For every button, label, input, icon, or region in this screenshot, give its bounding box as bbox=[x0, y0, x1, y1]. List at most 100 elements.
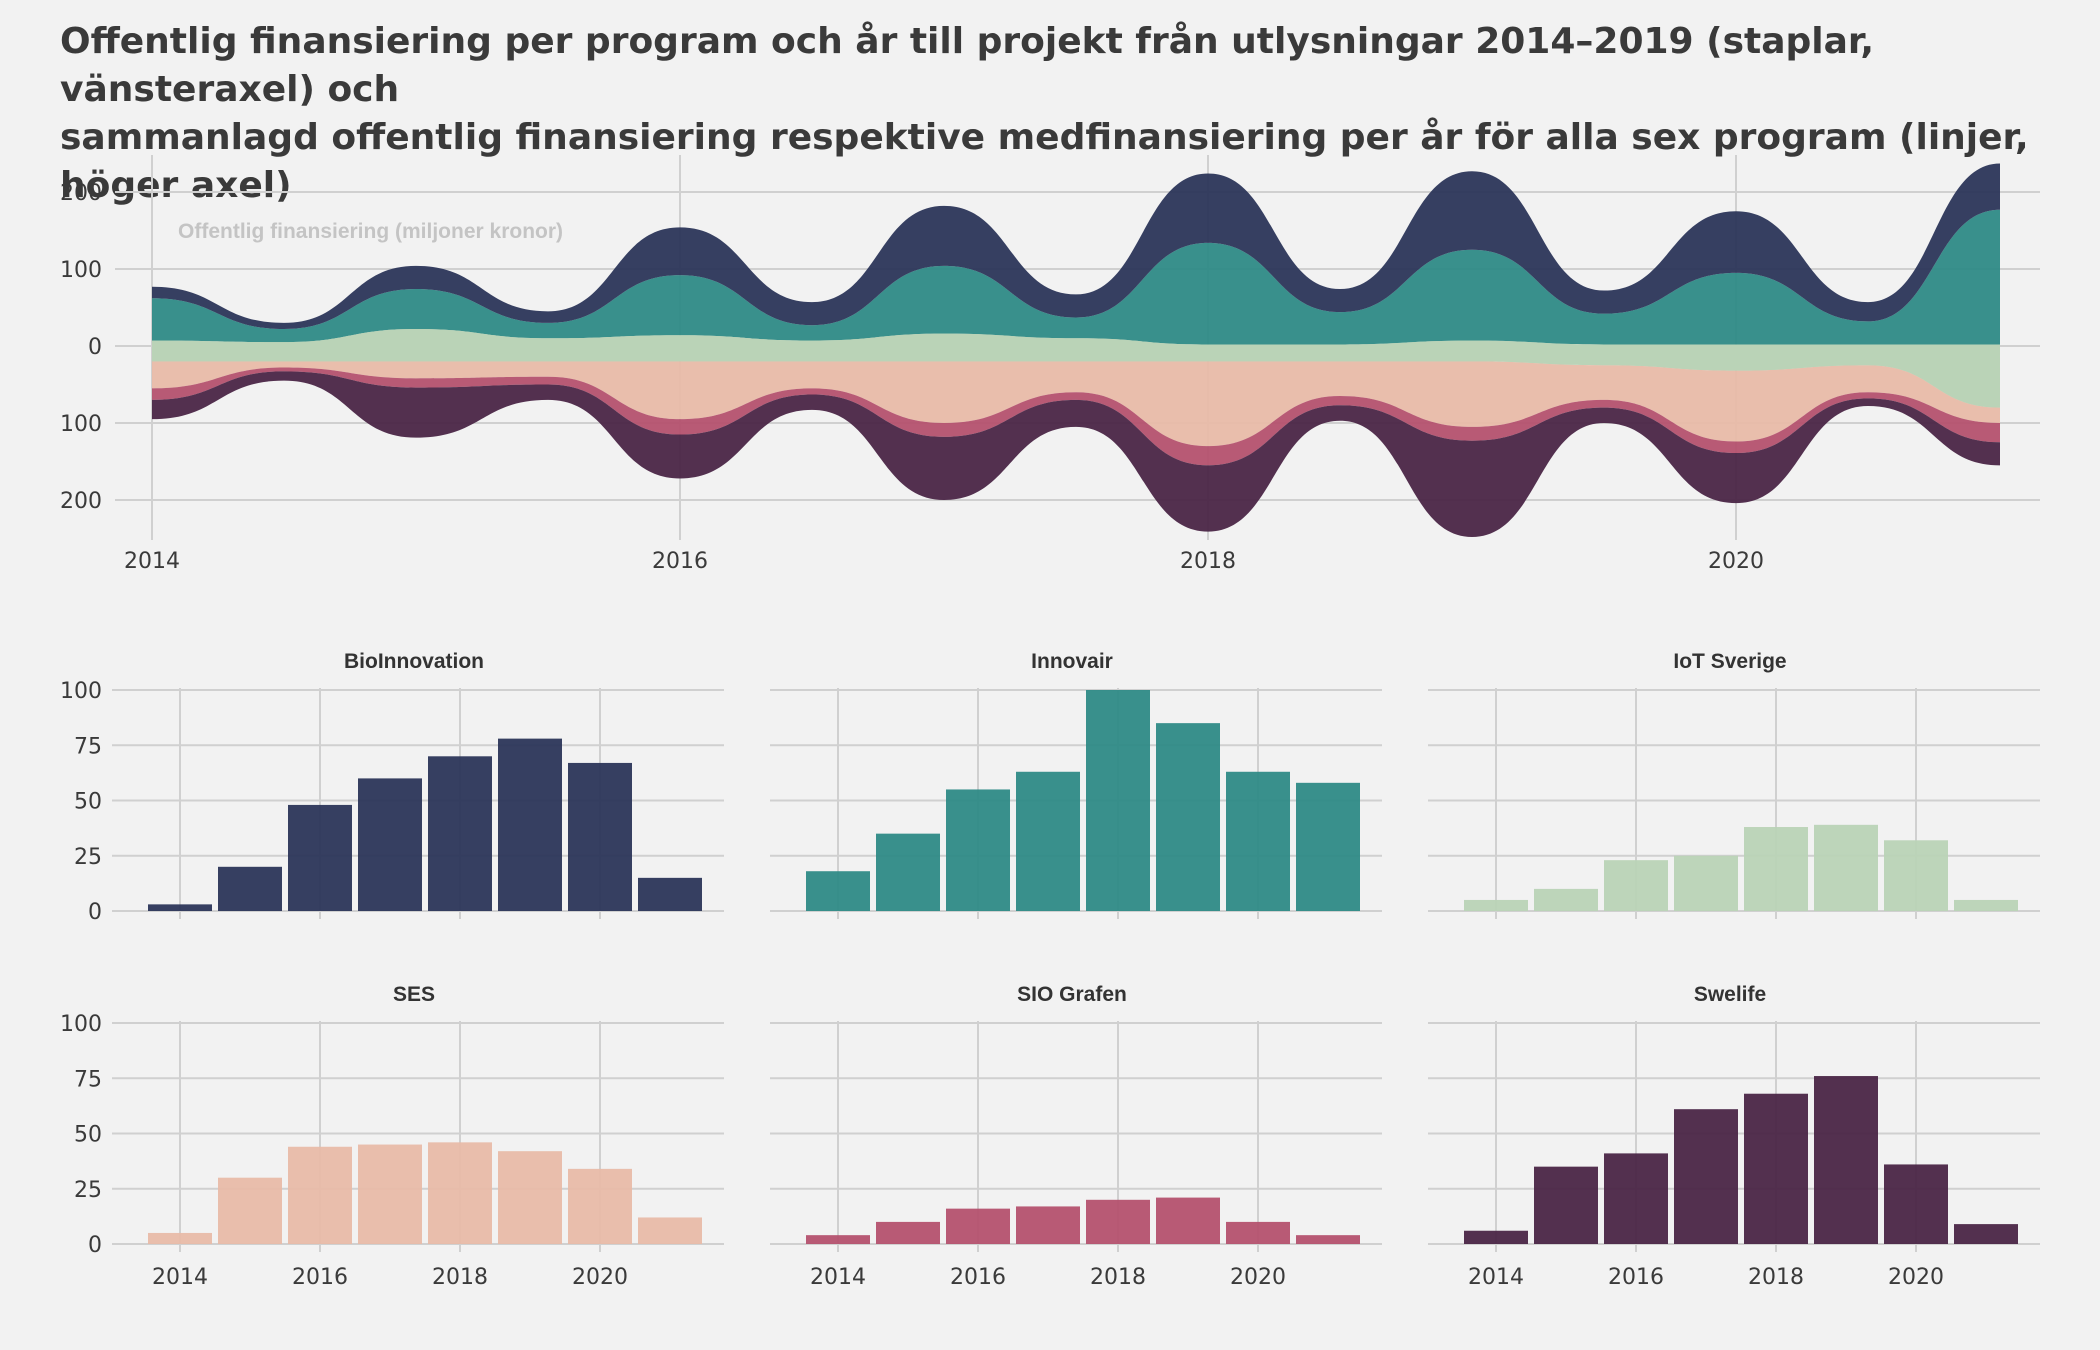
bar bbox=[1744, 827, 1808, 911]
bar-y-tick-label: 25 bbox=[74, 845, 102, 870]
bar-y-tick-label: 100 bbox=[60, 1012, 102, 1037]
stream-x-tick-label: 2018 bbox=[1180, 549, 1236, 574]
bar-y-tick-label: 75 bbox=[74, 734, 102, 759]
bar-x-tick-label: 2014 bbox=[810, 1265, 866, 1290]
bar-panel-title: Innovair bbox=[1031, 650, 1113, 673]
bar bbox=[1604, 860, 1668, 911]
bar bbox=[1744, 1093, 1808, 1244]
bar bbox=[1226, 1221, 1290, 1244]
bar bbox=[1464, 1230, 1528, 1244]
chart-title-line-1: Offentlig finansiering per program och å… bbox=[60, 21, 1875, 110]
bar bbox=[358, 778, 422, 911]
bar bbox=[806, 1235, 870, 1244]
stream-y-tick-label: 100 bbox=[60, 412, 102, 437]
bar-x-tick-label: 2018 bbox=[1748, 1265, 1804, 1290]
bar-y-tick-label: 50 bbox=[74, 1123, 102, 1148]
stream-inline-label: Offentlig finansiering (miljoner kronor) bbox=[178, 220, 563, 243]
bar bbox=[568, 1168, 632, 1244]
bar bbox=[1534, 888, 1598, 911]
bar bbox=[288, 1146, 352, 1244]
bar bbox=[1884, 840, 1948, 911]
bar bbox=[358, 1144, 422, 1244]
bar-x-tick-label: 2020 bbox=[1230, 1265, 1286, 1290]
bar-panel-sio-grafen: SIO Grafen 2014 2016 2018 2020 bbox=[770, 983, 1382, 1290]
bar bbox=[1674, 1109, 1738, 1244]
stream-layer-iot-sverige-overlay bbox=[152, 329, 2000, 408]
stream-layer-bioinnovation bbox=[152, 163, 2000, 330]
bar bbox=[1156, 723, 1220, 911]
bar-panel-ses: SES 0 25 50 75 100 2014 2016 2018 2020 bbox=[60, 983, 724, 1290]
bar bbox=[1954, 1224, 2018, 1244]
bar bbox=[1156, 1197, 1220, 1244]
bar bbox=[1226, 771, 1290, 911]
stream-layer-innovair bbox=[152, 209, 2000, 345]
stream-y-tick-label: 0 bbox=[88, 335, 102, 360]
bar bbox=[946, 789, 1010, 911]
stream-y-tick-label: 100 bbox=[60, 258, 102, 283]
bar-panel-bioinnovation: BioInnovation 0 25 50 75 100 bbox=[60, 650, 724, 925]
bar bbox=[498, 1151, 562, 1244]
stream-x-tick-label: 2016 bbox=[652, 549, 708, 574]
bar-panels: BioInnovation 0 25 50 75 100 Innovair IoT Sveri… bbox=[60, 650, 2040, 1290]
bar bbox=[288, 804, 352, 911]
bar bbox=[428, 756, 492, 911]
bar-panel-title: SIO Grafen bbox=[1017, 983, 1127, 1006]
bar-x-tick-label: 2016 bbox=[950, 1265, 1006, 1290]
bar-panel-iot-sverige: IoT Sverige bbox=[1428, 650, 2040, 919]
bar bbox=[428, 1142, 492, 1244]
bar bbox=[1884, 1164, 1948, 1244]
bar-x-tick-label: 2020 bbox=[1888, 1265, 1944, 1290]
bar bbox=[876, 833, 940, 911]
bar bbox=[218, 1177, 282, 1244]
bar-x-tick-label: 2016 bbox=[1608, 1265, 1664, 1290]
bar-panel-innovair: Innovair bbox=[770, 650, 1382, 919]
bar bbox=[1296, 782, 1360, 911]
bar-x-tick-label: 2016 bbox=[292, 1265, 348, 1290]
bar bbox=[148, 1232, 212, 1244]
bar bbox=[876, 1221, 940, 1244]
bar bbox=[1814, 1076, 1878, 1244]
bar bbox=[806, 871, 870, 911]
bar bbox=[1814, 824, 1878, 911]
chart-title: Offentlig finansiering per program och å… bbox=[60, 18, 2060, 210]
bar-x-tick-label: 2020 bbox=[572, 1265, 628, 1290]
stream-layer-ses bbox=[152, 361, 2000, 447]
stream-x-tick-label: 2014 bbox=[124, 549, 180, 574]
bar bbox=[638, 877, 702, 911]
bar bbox=[1016, 771, 1080, 911]
chart-title-line-2: sammanlagd offentlig finansiering respek… bbox=[60, 117, 2029, 206]
bar-x-tick-label: 2018 bbox=[1090, 1265, 1146, 1290]
bar-x-tick-label: 2014 bbox=[1468, 1265, 1524, 1290]
bar bbox=[1464, 899, 1528, 911]
streamgraph: 200 100 0 100 200 2014 2016 2018 2020 Offentlig f… bbox=[60, 155, 2040, 574]
bar bbox=[1016, 1206, 1080, 1244]
bar bbox=[1674, 855, 1738, 911]
bar-x-tick-label: 2018 bbox=[432, 1265, 488, 1290]
stream-y-tick-label: 200 bbox=[60, 489, 102, 514]
bar-y-tick-label: 25 bbox=[74, 1178, 102, 1203]
bar-y-tick-label: 0 bbox=[88, 1233, 102, 1258]
stream-x-tick-label: 2020 bbox=[1708, 549, 1764, 574]
stream-y-tick-label: 200 bbox=[60, 181, 102, 206]
bar bbox=[1086, 690, 1150, 911]
bar-y-tick-label: 0 bbox=[88, 900, 102, 925]
bar bbox=[1534, 1166, 1598, 1244]
stream-layer-swelife bbox=[152, 371, 2000, 537]
bar-x-tick-label: 2014 bbox=[152, 1265, 208, 1290]
bar-panel-title: Swelife bbox=[1694, 983, 1766, 1006]
bar-y-tick-label: 100 bbox=[60, 679, 102, 704]
bar bbox=[1954, 899, 2018, 911]
bar-panel-title: BioInnovation bbox=[344, 650, 484, 673]
bar bbox=[1086, 1199, 1150, 1244]
bar-panel-swelife: Swelife 2014 2016 2018 2020 bbox=[1428, 983, 2040, 1290]
bar-panel-title: IoT Sverige bbox=[1673, 650, 1786, 673]
bar-y-tick-label: 50 bbox=[74, 790, 102, 815]
bar bbox=[218, 866, 282, 911]
bar bbox=[148, 904, 212, 911]
bar bbox=[946, 1208, 1010, 1244]
bar bbox=[1604, 1153, 1668, 1244]
bar-panel-title: SES bbox=[393, 983, 435, 1006]
bar bbox=[498, 738, 562, 911]
bar-y-tick-label: 75 bbox=[74, 1067, 102, 1092]
